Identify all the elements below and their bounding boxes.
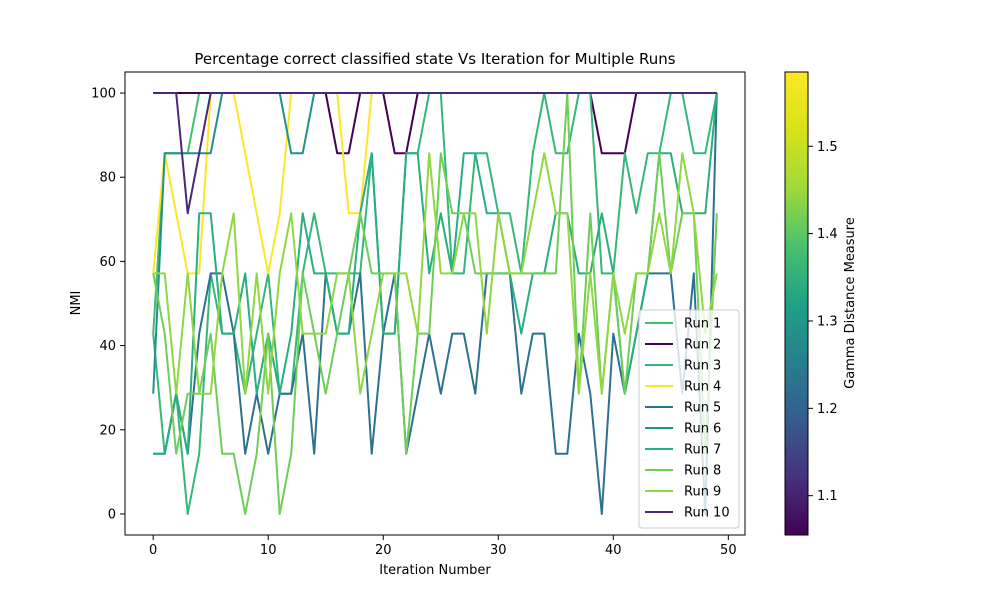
series-line-run-2 xyxy=(153,92,717,155)
y-tick-label: 80 xyxy=(99,171,116,186)
x-tick-label: 10 xyxy=(260,543,277,558)
legend-label: Run 8 xyxy=(684,464,721,479)
series-line-run-8 xyxy=(152,92,718,515)
y-axis-label: NMI xyxy=(69,291,84,316)
legend-label: Run 10 xyxy=(684,506,730,521)
legend-label: Run 6 xyxy=(684,422,721,437)
legend-label: Run 1 xyxy=(684,317,721,332)
legend: Run 1 Run 2 Run 3 Run 4 Run 5 Run 6 Run 7 Run 8… xyxy=(638,309,740,529)
legend-label: Run 7 xyxy=(684,443,721,458)
legend-label: Run 3 xyxy=(684,359,721,374)
plot-frame xyxy=(124,71,746,536)
series-line-run-5 xyxy=(153,92,718,515)
x-tick-label: 0 xyxy=(149,543,157,558)
series-line-run-3 xyxy=(152,92,718,515)
x-tick-label: 40 xyxy=(605,543,622,558)
colorbar-tick-label: 1.5 xyxy=(817,140,838,155)
colorbar-tick-label: 1.3 xyxy=(817,314,838,329)
colorbar-tick-label: 1.2 xyxy=(817,402,838,417)
x-tick-label: 30 xyxy=(490,543,507,558)
legend-label: Run 2 xyxy=(684,338,721,353)
y-tick-label: 60 xyxy=(99,255,116,270)
y-tick-label: 40 xyxy=(99,339,116,354)
y-tick-label: 20 xyxy=(99,423,116,438)
x-tick-label: 20 xyxy=(375,543,392,558)
x-axis-label: Iteration Number xyxy=(379,563,491,578)
colorbar-ticks: 1.1 1.2 1.3 1.4 1.5 xyxy=(808,140,838,504)
legend-label: Run 9 xyxy=(684,485,721,500)
colorbar-tick-label: 1.1 xyxy=(817,489,838,504)
x-tick-label: 50 xyxy=(720,543,737,558)
series-line-run-9 xyxy=(153,152,718,395)
chart-title: Percentage correct classified state Vs I… xyxy=(194,50,675,68)
series-layer xyxy=(152,92,718,515)
x-axis-ticks: 0 10 20 30 40 50 xyxy=(149,535,737,558)
colorbar-label: Gamma Distance Measure xyxy=(843,217,858,389)
y-tick-label: 100 xyxy=(91,87,116,102)
y-tick-label: 0 xyxy=(108,507,116,522)
series-line-run-10 xyxy=(153,92,717,215)
y-axis-ticks: 0 20 40 60 80 100 xyxy=(91,87,125,522)
colorbar xyxy=(784,71,809,536)
legend-label: Run 5 xyxy=(684,401,721,416)
colorbar-tick-label: 1.4 xyxy=(817,227,838,242)
legend-label: Run 4 xyxy=(684,380,721,395)
